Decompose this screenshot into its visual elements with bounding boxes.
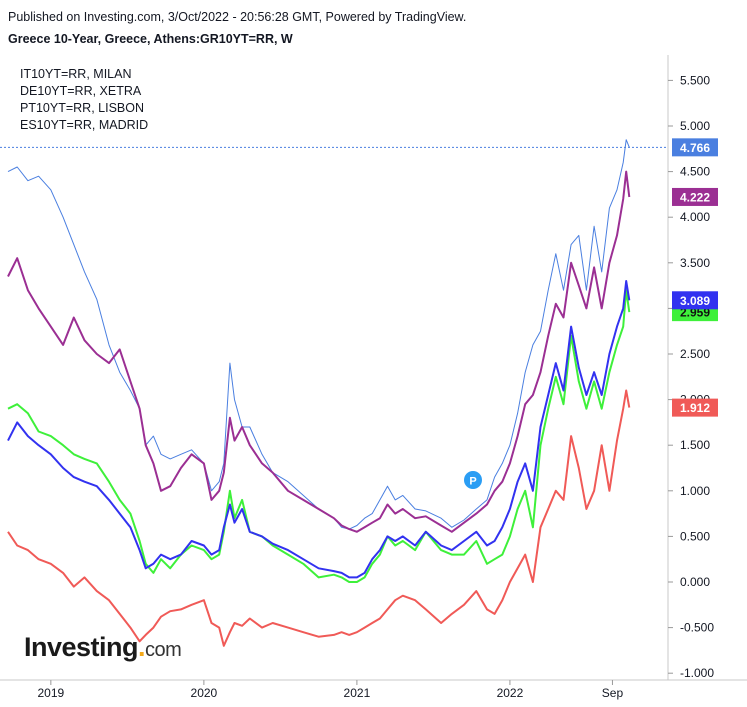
y-tick-label: 3.500 <box>680 256 710 270</box>
x-tick-label: 2022 <box>497 686 524 700</box>
chart-title: Greece 10-Year, Greece, Athens:GR10YT=RR… <box>8 32 293 46</box>
last-value-badge <box>672 187 718 206</box>
last-value-label: 4.766 <box>680 141 710 155</box>
y-tick-label: 0.000 <box>680 575 710 589</box>
last-value-label: 1.912 <box>680 401 710 415</box>
y-tick-label: 0.500 <box>680 529 710 543</box>
event-marker-label: P <box>469 476 476 488</box>
series-line <box>7 170 631 533</box>
last-value-label: 4.222 <box>680 190 710 204</box>
investing-logo: Investing.com <box>24 632 182 663</box>
last-value-badge <box>672 291 718 310</box>
x-tick-label: 2019 <box>37 686 64 700</box>
last-value-badge <box>672 138 718 157</box>
series-line <box>7 289 631 583</box>
last-value-badge <box>672 398 718 417</box>
legend-item[interactable]: IT10YT=RR, MILAN <box>20 67 132 81</box>
y-tick-label: -1.000 <box>680 666 714 680</box>
y-tick-label: 2.500 <box>680 347 710 361</box>
legend-item[interactable]: DE10YT=RR, XETRA <box>20 84 142 98</box>
y-tick-label: 1.000 <box>680 484 710 498</box>
event-marker-icon[interactable] <box>464 471 482 489</box>
x-tick-label: 2021 <box>344 686 371 700</box>
y-tick-label: 4.000 <box>680 210 710 224</box>
logo-suffix: com <box>145 639 182 661</box>
legend-item[interactable]: ES10YT=RR, MADRID <box>20 118 149 132</box>
y-tick-label: -0.500 <box>680 621 714 635</box>
logo-text: Investing <box>24 632 139 662</box>
y-tick-label: 1.500 <box>680 438 710 452</box>
published-notice: Published on Investing.com, 3/Oct/2022 -… <box>8 10 467 24</box>
series-line <box>7 280 631 579</box>
y-tick-label: 5.000 <box>680 119 710 133</box>
y-tick-label: 4.500 <box>680 165 710 179</box>
x-tick-label: 2020 <box>191 686 218 700</box>
logo-dot: . <box>138 632 146 662</box>
last-value-label: 3.089 <box>680 294 710 308</box>
x-tick-label: Sep <box>602 686 624 700</box>
legend: IT10YT=RR, MILAN DE10YT=RR, XETRA PT10YT… <box>20 66 148 134</box>
y-tick-label: 5.500 <box>680 73 710 87</box>
series-line <box>7 389 631 647</box>
legend-item[interactable]: PT10YT=RR, LISBON <box>20 101 144 115</box>
